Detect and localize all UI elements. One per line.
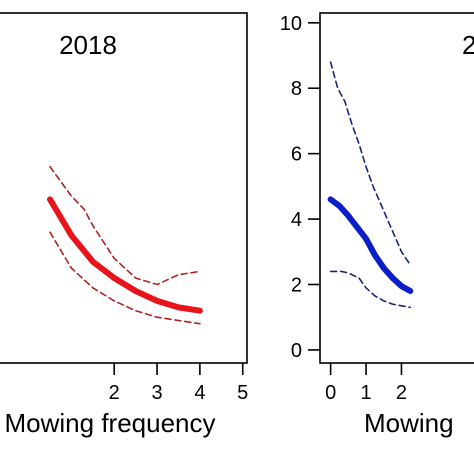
x-axis-ticks-left: 2 3 4 5 <box>109 363 248 404</box>
left-x-tick-label: 2 <box>109 382 120 404</box>
y-axis-ticks-right: 0 2 4 6 8 10 <box>280 13 320 362</box>
left-x-tick-label: 4 <box>194 382 205 404</box>
right-x-tick-label: 0 <box>325 382 336 404</box>
right-x-tick-label: 1 <box>360 382 371 404</box>
right-y-tick-label: 4 <box>291 209 302 231</box>
right-y-tick-label: 10 <box>280 13 302 35</box>
x-axis-ticks-right: 0 1 2 <box>325 363 407 404</box>
panel-title-right: 2 <box>462 30 474 60</box>
right-y-tick-label: 0 <box>291 340 302 362</box>
panel-2018: 2018 2 3 4 5 Mowing frequency <box>0 12 248 438</box>
x-axis-label-left: Mowing frequency <box>5 408 216 438</box>
right-y-tick-label: 8 <box>291 78 302 100</box>
right-x-tick-label: 2 <box>396 382 407 404</box>
left-ci-lower-line <box>49 231 201 325</box>
right-y-tick-label: 6 <box>291 144 302 166</box>
curves-left <box>47 165 203 325</box>
left-x-tick-label: 5 <box>237 382 248 404</box>
curves-right <box>327 61 414 309</box>
plot-frame-left <box>0 12 248 364</box>
left-ci-upper-line <box>49 165 201 286</box>
plot-frame-right <box>319 12 474 364</box>
right-ci-upper-line <box>329 61 412 266</box>
right-y-tick-label: 2 <box>291 274 302 296</box>
right-ci-lower-line <box>329 270 412 309</box>
panel-right: 2 0 1 2 0 2 4 6 8 10 Mowing <box>280 12 474 438</box>
left-x-tick-label: 3 <box>151 382 162 404</box>
panel-title-left: 2018 <box>59 30 117 60</box>
right-fit-line <box>327 196 414 294</box>
left-fit-line <box>47 196 203 314</box>
x-axis-label-right: Mowing <box>364 408 454 438</box>
